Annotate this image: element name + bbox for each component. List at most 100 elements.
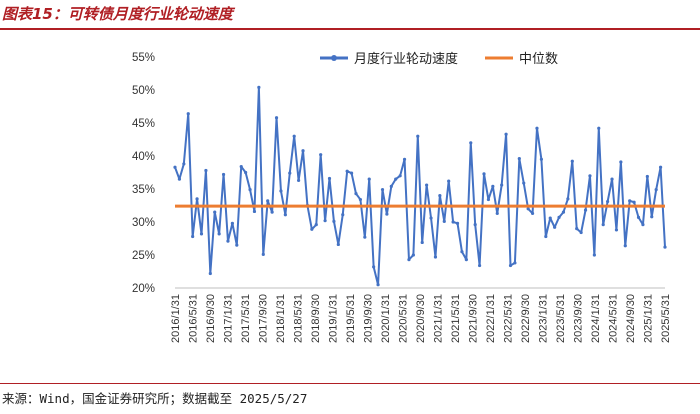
- data-point: [319, 153, 323, 157]
- x-tick-label: 2018/1/31: [275, 294, 287, 343]
- data-point: [341, 213, 345, 217]
- series-line-rotation-speed: [174, 86, 666, 286]
- legend-marker-series: [331, 55, 337, 61]
- data-point: [407, 258, 411, 262]
- data-point: [372, 265, 376, 269]
- data-point: [239, 164, 243, 169]
- data-point: [508, 263, 513, 268]
- data-point: [217, 232, 221, 236]
- data-point: [301, 149, 305, 153]
- y-tick-label: 40%: [132, 151, 155, 163]
- data-point: [252, 209, 257, 214]
- x-tick-label: 2022/9/30: [520, 294, 532, 343]
- x-tick-label: 2020/9/30: [415, 294, 427, 343]
- data-point: [358, 197, 363, 202]
- data-point: [544, 234, 548, 239]
- data-point: [486, 197, 491, 202]
- data-point: [336, 242, 340, 247]
- data-point: [455, 221, 460, 225]
- y-tick-label: 35%: [132, 184, 155, 196]
- data-point: [297, 178, 301, 183]
- data-point: [411, 253, 415, 257]
- data-point: [579, 230, 583, 235]
- series-layer: [173, 85, 667, 287]
- data-point: [380, 188, 385, 192]
- data-point: [173, 165, 177, 169]
- x-tick-label: 2024/9/30: [625, 294, 637, 343]
- data-point: [438, 194, 442, 198]
- x-tick-label: 2019/9/30: [363, 294, 375, 343]
- data-point: [575, 227, 579, 231]
- data-point: [363, 235, 367, 239]
- y-axis: 55% 50% 45% 40% 35% 30% 25% 20%: [132, 52, 155, 295]
- data-point: [323, 219, 327, 223]
- data-point: [394, 177, 398, 181]
- data-point: [464, 258, 468, 262]
- data-point: [244, 170, 248, 175]
- data-point: [402, 157, 407, 161]
- data-point: [442, 219, 446, 223]
- data-point: [266, 199, 270, 203]
- data-point: [261, 252, 265, 256]
- x-tick-label: 2016/9/30: [205, 294, 217, 343]
- data-point: [199, 232, 204, 236]
- data-point: [230, 221, 234, 225]
- data-point: [495, 211, 499, 216]
- data-point: [376, 283, 380, 287]
- data-point: [522, 181, 526, 185]
- data-point: [195, 197, 199, 201]
- x-tick-label: 2018/9/30: [310, 294, 322, 343]
- figure-title: 图表15：可转债月度行业轮动速度: [2, 5, 233, 23]
- data-point: [292, 134, 296, 138]
- data-point: [460, 250, 464, 254]
- data-point: [213, 210, 217, 214]
- y-tick-label: 55%: [132, 52, 155, 64]
- data-point: [535, 126, 539, 130]
- data-point: [557, 215, 561, 219]
- x-tick-label: 2024/1/31: [590, 294, 602, 343]
- x-tick-label: 2022/5/31: [503, 294, 515, 343]
- data-point: [477, 263, 482, 268]
- data-point: [235, 243, 239, 247]
- data-point: [327, 176, 332, 181]
- data-point: [279, 189, 283, 193]
- title-rule: [0, 28, 700, 30]
- data-point: [416, 134, 420, 138]
- y-tick-label: 45%: [132, 118, 155, 130]
- data-point: [539, 157, 544, 161]
- x-tick-label: 2017/1/31: [223, 294, 235, 343]
- x-tick-label: 2016/1/31: [170, 294, 182, 343]
- data-point: [367, 177, 371, 181]
- data-point: [221, 172, 226, 177]
- data-point: [447, 179, 451, 183]
- data-point: [500, 183, 504, 187]
- data-point: [310, 227, 314, 231]
- data-point: [658, 165, 663, 169]
- source-note: 来源：Wind，国金证券研究所；数据截至 2025/5/27: [2, 391, 308, 406]
- data-point: [204, 168, 208, 173]
- x-tick-label: 2019/5/31: [345, 294, 357, 343]
- data-point: [504, 132, 508, 136]
- data-point: [561, 210, 566, 214]
- data-point: [473, 223, 477, 227]
- data-point: [619, 160, 623, 164]
- data-point: [645, 174, 649, 179]
- x-tick-label: 2025/1/31: [643, 294, 655, 343]
- data-point: [614, 228, 619, 232]
- x-tick-label: 2023/5/31: [555, 294, 567, 343]
- data-point: [641, 223, 645, 227]
- data-point: [451, 220, 455, 224]
- data-point: [420, 240, 424, 245]
- data-point: [566, 197, 570, 201]
- data-point: [482, 172, 486, 176]
- data-point: [597, 126, 601, 130]
- data-point: [429, 216, 433, 220]
- data-point: [314, 223, 318, 227]
- x-tick-label: 2017/9/30: [258, 294, 270, 343]
- data-point: [469, 141, 473, 145]
- y-tick-label: 20%: [132, 283, 155, 295]
- x-tick-label: 2022/1/31: [485, 294, 497, 343]
- data-point: [385, 212, 389, 216]
- data-point: [191, 234, 195, 239]
- data-point: [389, 184, 393, 188]
